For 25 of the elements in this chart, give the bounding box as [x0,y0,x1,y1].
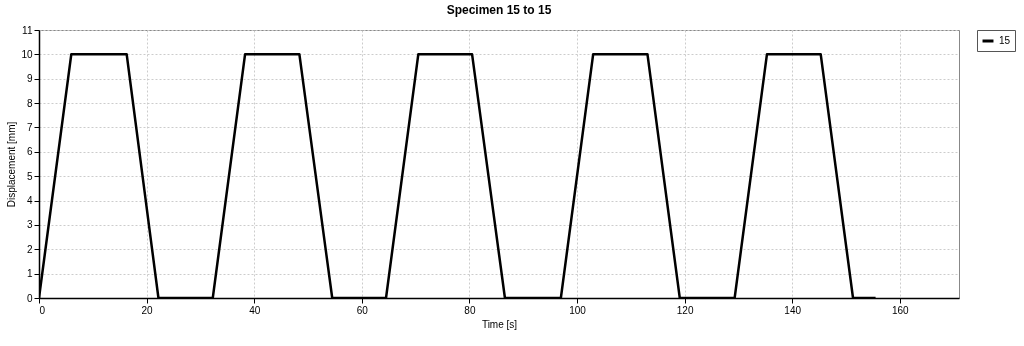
x-axis-title: Time [s] [481,318,518,330]
y-tick-label: 0 [26,292,33,304]
x-tick-label: 120 [676,304,694,316]
y-tick-label: 5 [26,170,33,182]
y-tick-label: 9 [26,73,33,85]
y-axis-title: Displacement [mm] [6,121,18,208]
x-tick-label: 160 [891,304,910,316]
x-tick-label: 20 [141,304,154,316]
y-tick-label: 10 [21,48,33,60]
x-tick-label: 60 [356,304,369,316]
y-tick-label: 4 [26,195,33,207]
legend-label: 15 [999,35,1011,46]
y-tick-label: 6 [26,146,33,158]
y-tick-label: 2 [26,243,33,255]
y-tick-label: 3 [26,219,33,231]
x-tick-label: 140 [784,304,802,316]
y-tick-label: 8 [26,97,33,109]
x-tick-label: 80 [464,304,476,316]
y-tick-label: 11 [22,24,33,36]
y-tick-label: 7 [26,121,33,133]
x-tick-label: 40 [249,304,261,316]
chart-title: Specimen 15 to 15 [446,3,552,17]
x-tick-label: 100 [569,304,587,316]
y-tick-label: 1 [26,268,33,280]
x-tick-label: 0 [39,304,46,316]
